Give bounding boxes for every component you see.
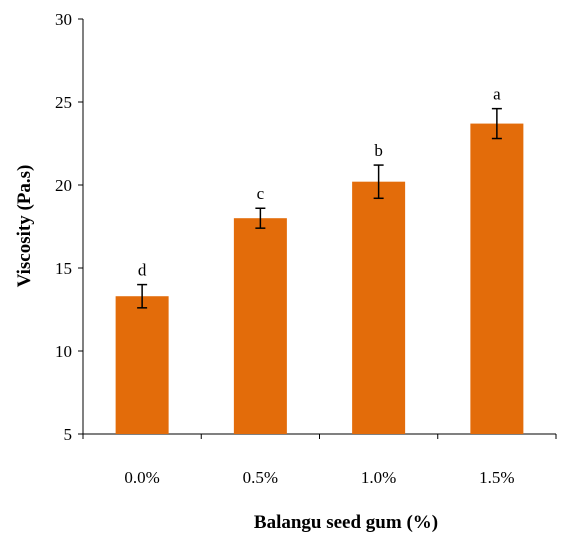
y-tick-label: 15 — [55, 259, 72, 278]
x-axis-title: Balangu seed gum (%) — [254, 512, 438, 533]
y-tick-label: 25 — [55, 93, 72, 112]
y-tick-label: 20 — [55, 176, 72, 195]
bar — [470, 123, 524, 434]
significance-letter: b — [374, 141, 383, 160]
bar — [352, 181, 406, 434]
bar — [115, 296, 169, 434]
significance-letter: d — [138, 261, 147, 280]
significance-letter: c — [257, 184, 265, 203]
y-tick-label: 30 — [55, 10, 72, 29]
plot-area: 5 10 15 20 25 30 d 0.0% c 0.5% b 1.0% a 1.5% — [55, 10, 557, 487]
x-category-label: 0.0% — [124, 468, 159, 487]
y-tick-label: 10 — [55, 342, 72, 361]
x-category-label: 1.0% — [361, 468, 396, 487]
x-category-label: 0.5% — [243, 468, 278, 487]
significance-letter: a — [493, 85, 501, 104]
y-tick-label: 5 — [64, 425, 73, 444]
x-category-label: 1.5% — [479, 468, 514, 487]
y-axis-title: Viscosity (Pa.s) — [14, 165, 35, 288]
bar — [233, 218, 287, 434]
